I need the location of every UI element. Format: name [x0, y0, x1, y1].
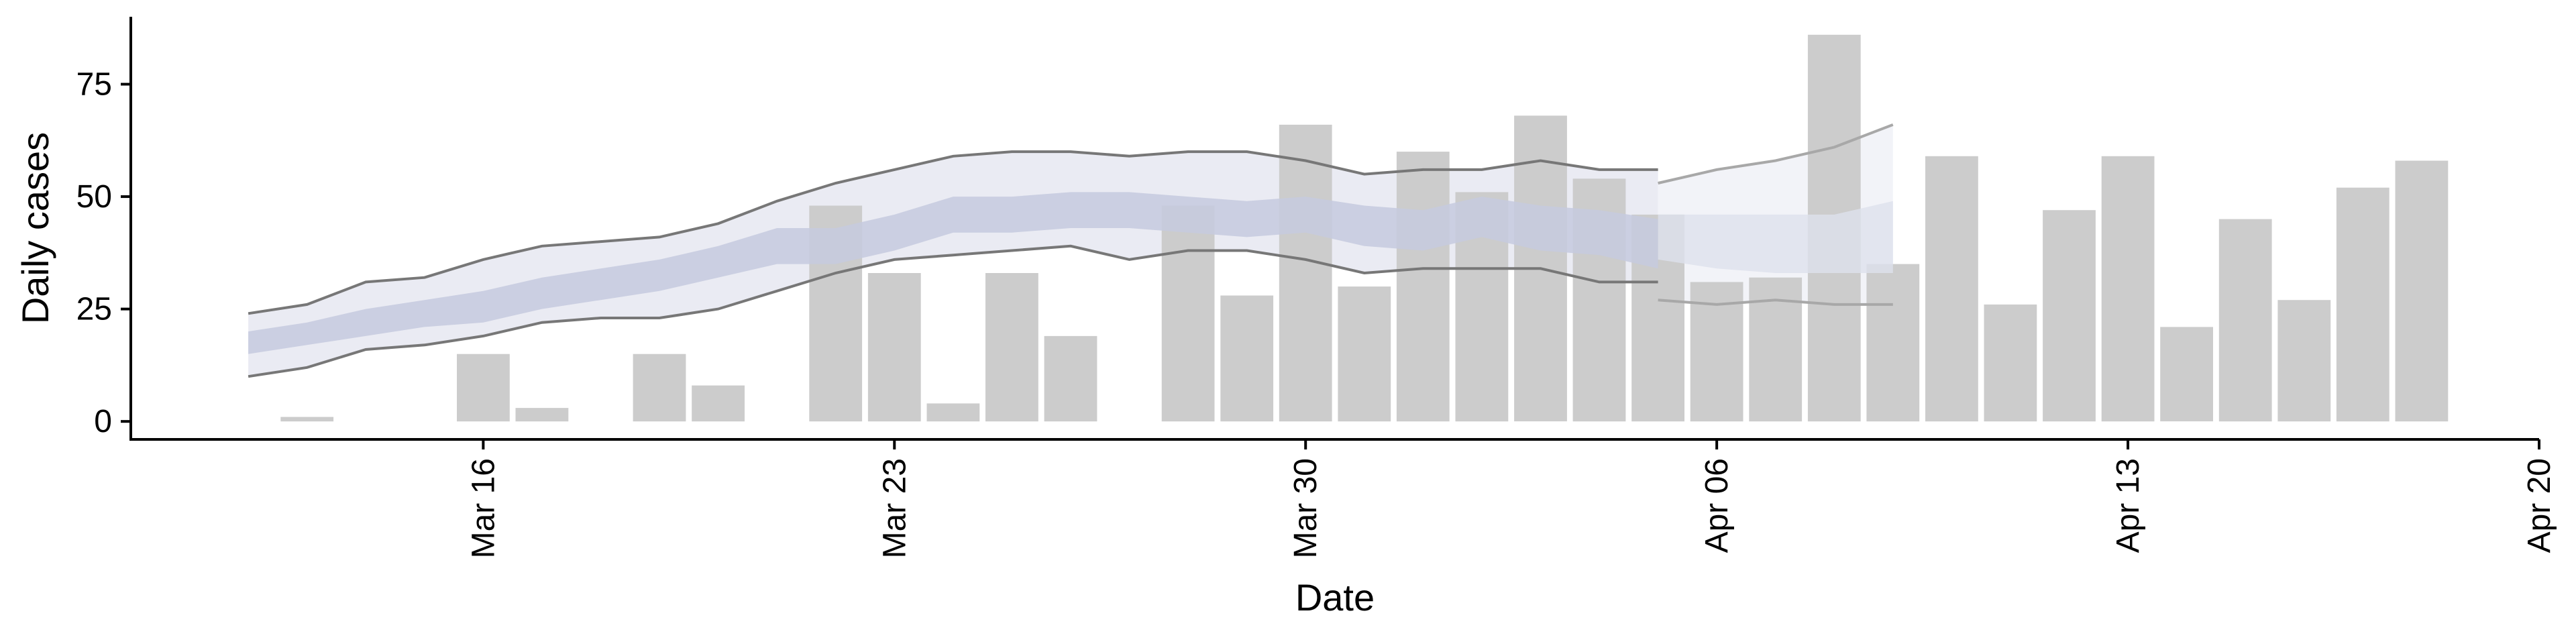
x-tick-label-2020-03-16: Mar 16	[466, 458, 501, 558]
bar-2020-04-13	[2101, 156, 2155, 422]
bar-2020-03-29	[1220, 295, 1274, 422]
bar-2020-03-16	[457, 354, 510, 422]
bar-2020-04-01	[1396, 152, 1450, 422]
bar-2020-03-25	[985, 273, 1038, 422]
y-tick-label-75: 75	[76, 67, 112, 103]
x-tick-label-2020-03-30: Mar 30	[1288, 458, 1324, 558]
bar-2020-03-23	[867, 273, 921, 422]
bar-2020-04-18	[2395, 160, 2449, 422]
forecast-inner-band	[1658, 201, 1893, 273]
bar-2020-03-20	[692, 385, 745, 422]
forecast-lower-line	[1658, 299, 1893, 306]
y-axis-title: Daily cases	[14, 132, 56, 324]
bar-2020-04-15	[2218, 219, 2272, 422]
bar-2020-03-28	[1161, 205, 1215, 422]
y-axis-ticks: 0 25 50 75	[76, 67, 131, 439]
band-outlines	[248, 123, 1894, 378]
x-tick-label-2020-04-20: Apr 20	[2522, 458, 2557, 553]
bar-2020-03-13	[280, 417, 334, 422]
outer-upper-line	[248, 150, 1658, 315]
bar-2020-04-11	[1984, 304, 2037, 422]
x-tick-label-2020-04-13: Apr 13	[2110, 458, 2146, 553]
y-tick-label-0: 0	[94, 404, 112, 439]
inner-band	[248, 192, 1658, 354]
x-axis-title: Date	[1295, 576, 1375, 619]
x-tick-label-2020-03-23: Mar 23	[877, 458, 912, 558]
y-tick-label-25: 25	[76, 292, 112, 327]
bar-2020-03-17	[515, 408, 569, 422]
bar-2020-04-14	[2160, 327, 2213, 422]
bar-2020-04-16	[2277, 300, 2331, 422]
bar-2020-04-17	[2336, 187, 2390, 422]
daily-case-bars	[248, 34, 2449, 422]
bar-2020-04-10	[1925, 156, 1978, 422]
bar-2020-04-12	[2043, 210, 2096, 422]
bar-2020-04-09	[1866, 264, 1920, 422]
axes	[129, 17, 2539, 441]
bar-2020-03-31	[1338, 286, 1391, 422]
bar-2020-03-24	[926, 403, 980, 422]
bar-2020-03-19	[633, 354, 686, 422]
x-tick-label-2020-04-06: Apr 06	[1699, 458, 1735, 553]
outer-lower-line	[248, 244, 1658, 378]
forecast-upper-line	[1658, 123, 1894, 184]
bar-2020-03-26	[1044, 335, 1097, 422]
x-axis-ticks: Mar 16 Mar 23 Mar 30 Apr 06 Apr 13 Apr 20	[466, 439, 2557, 558]
bar-2020-03-30	[1279, 124, 1332, 422]
y-tick-label-50: 50	[76, 179, 112, 215]
